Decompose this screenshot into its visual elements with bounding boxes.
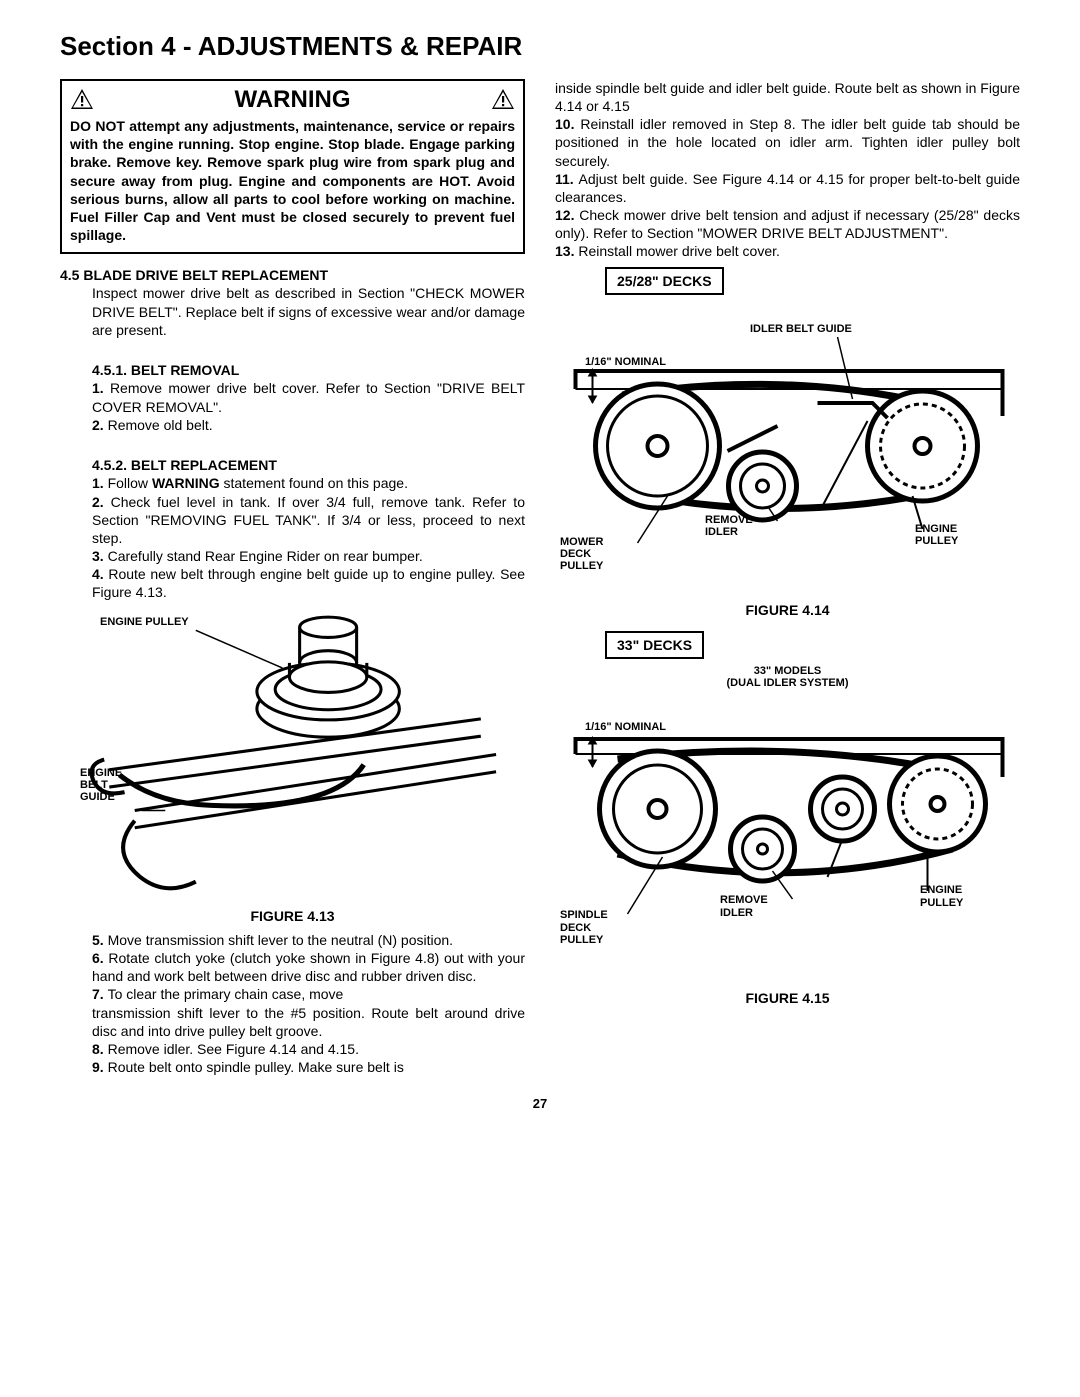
step-4-5-2-1: 1. Follow WARNING statement found on thi… — [60, 474, 525, 492]
fig415-remove-idler-label: REMOVE IDLER — [720, 894, 768, 918]
figure-4-14: IDLER BELT GUIDE 1/16" NOMINAL REMOVE ID… — [555, 311, 1020, 591]
warning-box: WARNING DO NOT attempt any adjustments, … — [60, 79, 525, 255]
fig415-diagram — [555, 699, 1020, 979]
step-4-5-2-9: 9. Route belt onto spindle pulley. Make … — [60, 1058, 525, 1076]
fig413-engine-belt-guide-label: ENGINE BELT GUIDE — [80, 767, 122, 803]
continuation-text: inside spindle belt guide and idler belt… — [555, 79, 1020, 115]
fig415-nominal-label: 1/16" NOMINAL — [585, 721, 666, 733]
section-4-5-body: Inspect mower drive belt as described in… — [60, 284, 525, 339]
step-13: 13. Reinstall mower drive belt cover. — [555, 242, 1020, 260]
step-4-5-2-2: 2. Check fuel level in tank. If over 3/4… — [60, 493, 525, 548]
deck-33-box: 33" DECKS — [605, 631, 704, 659]
figure-4-15-caption: FIGURE 4.15 — [555, 989, 1020, 1007]
warning-triangle-icon — [70, 88, 94, 110]
warning-heading: WARNING — [94, 84, 491, 115]
fig415-spindle-deck-pulley-label: SPINDLE DECK PULLEY — [560, 909, 608, 945]
deck-25-28-box: 25/28" DECKS — [605, 267, 724, 295]
two-column-layout: WARNING DO NOT attempt any adjustments, … — [60, 79, 1020, 1077]
fig415-engine-pulley-label: ENGINE PULLEY — [920, 884, 963, 908]
page-title: Section 4 - ADJUSTMENTS & REPAIR — [60, 30, 1020, 64]
left-column: WARNING DO NOT attempt any adjustments, … — [60, 79, 525, 1077]
right-column: inside spindle belt guide and idler belt… — [555, 79, 1020, 1077]
step-4-5-2-8: 8. Remove idler. See Figure 4.14 and 4.1… — [60, 1040, 525, 1058]
warning-body: DO NOT attempt any adjustments, maintena… — [70, 117, 515, 244]
step-4-5-2-3: 3. Carefully stand Rear Engine Rider on … — [60, 547, 525, 565]
figure-4-13-caption: FIGURE 4.13 — [60, 907, 525, 925]
fig414-idler-belt-guide-label: IDLER BELT GUIDE — [750, 323, 852, 335]
step-4-5-2-4: 4. Route new belt through engine belt gu… — [60, 565, 525, 601]
fig414-nominal-label: 1/16" NOMINAL — [585, 356, 666, 368]
step-4-5-2-5: 5. Move transmission shift lever to the … — [60, 931, 525, 949]
figure-4-14-caption: FIGURE 4.14 — [555, 601, 1020, 619]
fig415-models-label: 33" MODELS (DUAL IDLER SYSTEM) — [555, 665, 1020, 689]
step-10: 10. Reinstall idler removed in Step 8. T… — [555, 115, 1020, 170]
warning-header: WARNING — [70, 84, 515, 115]
step-4-5-1-2: 2. Remove old belt. — [60, 416, 525, 434]
warning-triangle-icon — [491, 88, 515, 110]
step-4-5-2-7a: 7. To clear the primary chain case, move — [60, 985, 525, 1003]
fig414-engine-pulley-label: ENGINE PULLEY — [915, 523, 958, 547]
figure-4-15: 1/16" NOMINAL REMOVE IDLER SPINDLE DECK … — [555, 699, 1020, 979]
section-4-5-head: 4.5 BLADE DRIVE BELT REPLACEMENT — [60, 266, 525, 284]
fig413-engine-pulley-label: ENGINE PULLEY — [100, 616, 189, 628]
fig414-mower-deck-pulley-label: MOWER DECK PULLEY — [560, 536, 603, 572]
section-4-5-1-head: 4.5.1. BELT REMOVAL — [60, 361, 525, 379]
step-4-5-1-1: 1. Remove mower drive belt cover. Refer … — [60, 379, 525, 415]
step-11: 11. Adjust belt guide. See Figure 4.14 o… — [555, 170, 1020, 206]
step-12: 12. Check mower drive belt tension and a… — [555, 206, 1020, 242]
fig413-diagram — [60, 612, 525, 897]
fig414-remove-idler-label: REMOVE IDLER — [705, 514, 753, 538]
fig414-diagram — [555, 311, 1020, 591]
step-4-5-2-6: 6. Rotate clutch yoke (clutch yoke shown… — [60, 949, 525, 985]
section-4-5-2-head: 4.5.2. BELT REPLACEMENT — [60, 456, 525, 474]
page-number: 27 — [60, 1096, 1020, 1113]
step-4-5-2-7b: transmission shift lever to the #5 posit… — [60, 1004, 525, 1040]
figure-4-13: ENGINE PULLEY ENGINE BELT GUIDE — [60, 612, 525, 897]
